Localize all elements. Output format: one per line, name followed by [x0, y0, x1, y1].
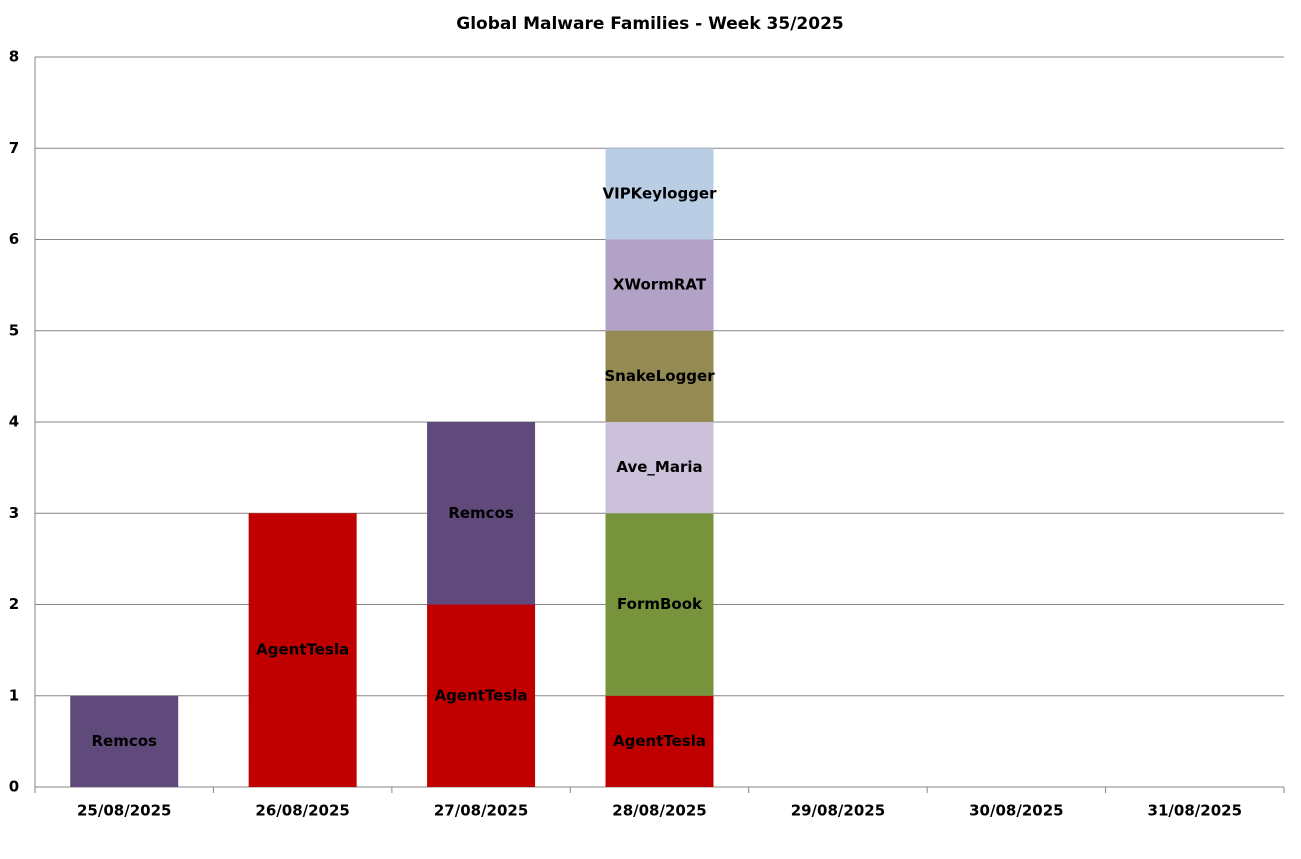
segment-label: Remcos	[448, 504, 514, 522]
bar-segment	[605, 695, 714, 787]
segment-label: XWormRAT	[613, 276, 707, 294]
segment-label: VIPKeylogger	[603, 184, 718, 202]
segment-label: AgentTesla	[435, 686, 528, 704]
segment-label: Remcos	[91, 732, 157, 750]
x-tick-label: 26/08/2025	[255, 802, 349, 820]
y-tick-label: 0	[9, 778, 19, 796]
segment-label: AgentTesla	[256, 641, 349, 659]
bar-segment	[605, 513, 714, 696]
y-tick-label: 6	[9, 230, 19, 248]
bar-segment	[605, 422, 714, 514]
segment-label: SnakeLogger	[604, 367, 715, 385]
x-tick-label: 27/08/2025	[434, 802, 528, 820]
segment-label: FormBook	[617, 595, 703, 613]
bar-segment	[70, 695, 179, 787]
bar-segment	[248, 513, 357, 787]
x-tick-label: 30/08/2025	[969, 802, 1063, 820]
bar-segment	[605, 330, 714, 422]
x-tick-label: 25/08/2025	[77, 802, 171, 820]
bar-segment	[605, 148, 714, 240]
y-tick-label: 2	[9, 595, 19, 613]
x-tick-label: 29/08/2025	[791, 802, 885, 820]
y-tick-label: 3	[9, 504, 19, 522]
y-tick-label: 1	[9, 686, 19, 704]
y-tick-label: 5	[9, 321, 19, 339]
y-tick-label: 4	[9, 413, 19, 431]
chart-title: Global Malware Families - Week 35/2025	[456, 14, 844, 34]
x-tick-label: 28/08/2025	[612, 802, 706, 820]
bar-segment	[427, 422, 536, 605]
bar-segment	[427, 604, 536, 787]
y-tick-label: 7	[9, 139, 19, 157]
x-tick-label: 31/08/2025	[1148, 802, 1242, 820]
y-tick-label: 8	[9, 48, 19, 66]
segment-label: AgentTesla	[613, 732, 706, 750]
segment-label: Ave_Maria	[616, 458, 702, 476]
bar-segment	[605, 239, 714, 331]
